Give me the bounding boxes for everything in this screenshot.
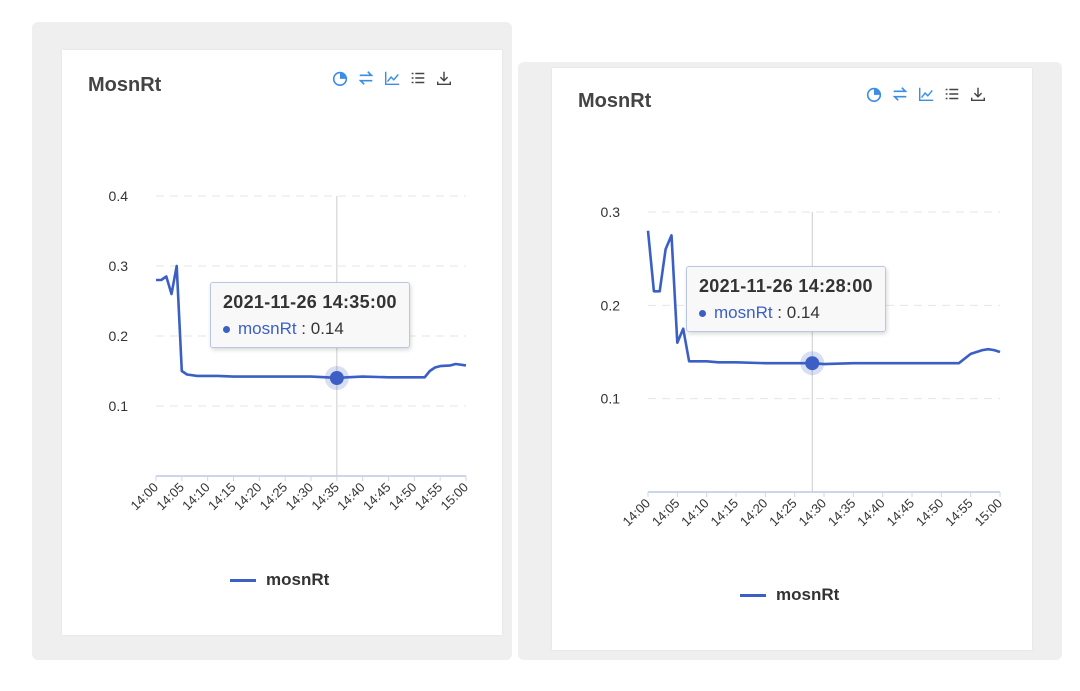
tooltip-series: mosnRt xyxy=(238,319,297,338)
toolbox xyxy=(864,84,988,104)
swap-icon[interactable] xyxy=(890,84,910,104)
y-tick-label: 0.2 xyxy=(109,328,129,344)
line-chart-icon[interactable] xyxy=(916,84,936,104)
list-icon[interactable] xyxy=(408,68,428,88)
tooltip: 2021-11-26 14:35:00 mosnRt : 0.14 xyxy=(210,282,410,348)
download-icon[interactable] xyxy=(968,84,988,104)
tooltip-series: mosnRt xyxy=(714,303,773,322)
pie-icon[interactable] xyxy=(864,84,884,104)
swap-icon[interactable] xyxy=(356,68,376,88)
x-tick-label: 14:15 xyxy=(708,496,742,530)
x-tick-label: 14:25 xyxy=(766,496,800,530)
x-tick-label: 14:20 xyxy=(737,496,771,530)
x-tick-label: 14:40 xyxy=(854,496,888,530)
y-tick-label: 0.3 xyxy=(601,204,621,220)
y-tick-label: 0.1 xyxy=(601,391,621,407)
x-tick-label: 14:30 xyxy=(796,496,830,530)
tooltip-row: mosnRt : 0.14 xyxy=(699,303,873,323)
legend-swatch xyxy=(230,578,256,582)
line-chart-icon[interactable] xyxy=(382,68,402,88)
x-tick-label: 14:35 xyxy=(825,496,859,530)
list-icon[interactable] xyxy=(942,84,962,104)
x-tick-label: 15:00 xyxy=(972,496,1006,530)
tooltip-value: 0.14 xyxy=(786,303,820,322)
panel-2-card: MosnRt mosnRt xyxy=(552,68,1032,650)
panel-title: MosnRt xyxy=(578,90,652,112)
tooltip-time: 2021-11-26 14:28:00 xyxy=(699,276,873,296)
tooltip-dot xyxy=(223,326,230,334)
series-line xyxy=(646,230,1001,366)
y-tick-label: 0.3 xyxy=(109,258,129,274)
tooltip-dot xyxy=(699,310,706,318)
x-tick-label: 14:55 xyxy=(942,496,976,530)
legend-swatch xyxy=(740,593,766,597)
legend[interactable]: mosnRt xyxy=(230,570,329,590)
highlight-point xyxy=(805,356,820,371)
legend-label: mosnRt xyxy=(776,585,840,604)
panel-title: MosnRt xyxy=(88,74,162,96)
x-tick-label: 14:05 xyxy=(649,496,683,530)
tooltip-value: 0.14 xyxy=(310,319,344,338)
x-tick-label: 14:10 xyxy=(678,496,712,530)
tooltip: 2021-11-26 14:28:00 mosnRt : 0.14 xyxy=(686,266,886,332)
toolbox xyxy=(330,68,454,88)
legend-label: mosnRt xyxy=(266,570,330,589)
y-tick-label: 0.2 xyxy=(601,297,621,313)
y-tick-label: 0.1 xyxy=(109,398,129,414)
x-tick-label: 14:45 xyxy=(884,496,918,530)
y-tick-label: 0.4 xyxy=(109,188,129,204)
highlight-point xyxy=(329,371,344,385)
tooltip-time: 2021-11-26 14:35:00 xyxy=(223,292,397,312)
legend[interactable]: mosnRt xyxy=(740,585,839,605)
x-tick-label: 14:00 xyxy=(620,496,654,530)
series-line xyxy=(156,264,467,380)
x-tick-label: 14:50 xyxy=(913,496,947,530)
download-icon[interactable] xyxy=(434,68,454,88)
tooltip-row: mosnRt : 0.14 xyxy=(223,319,397,339)
pie-icon[interactable] xyxy=(330,68,350,88)
